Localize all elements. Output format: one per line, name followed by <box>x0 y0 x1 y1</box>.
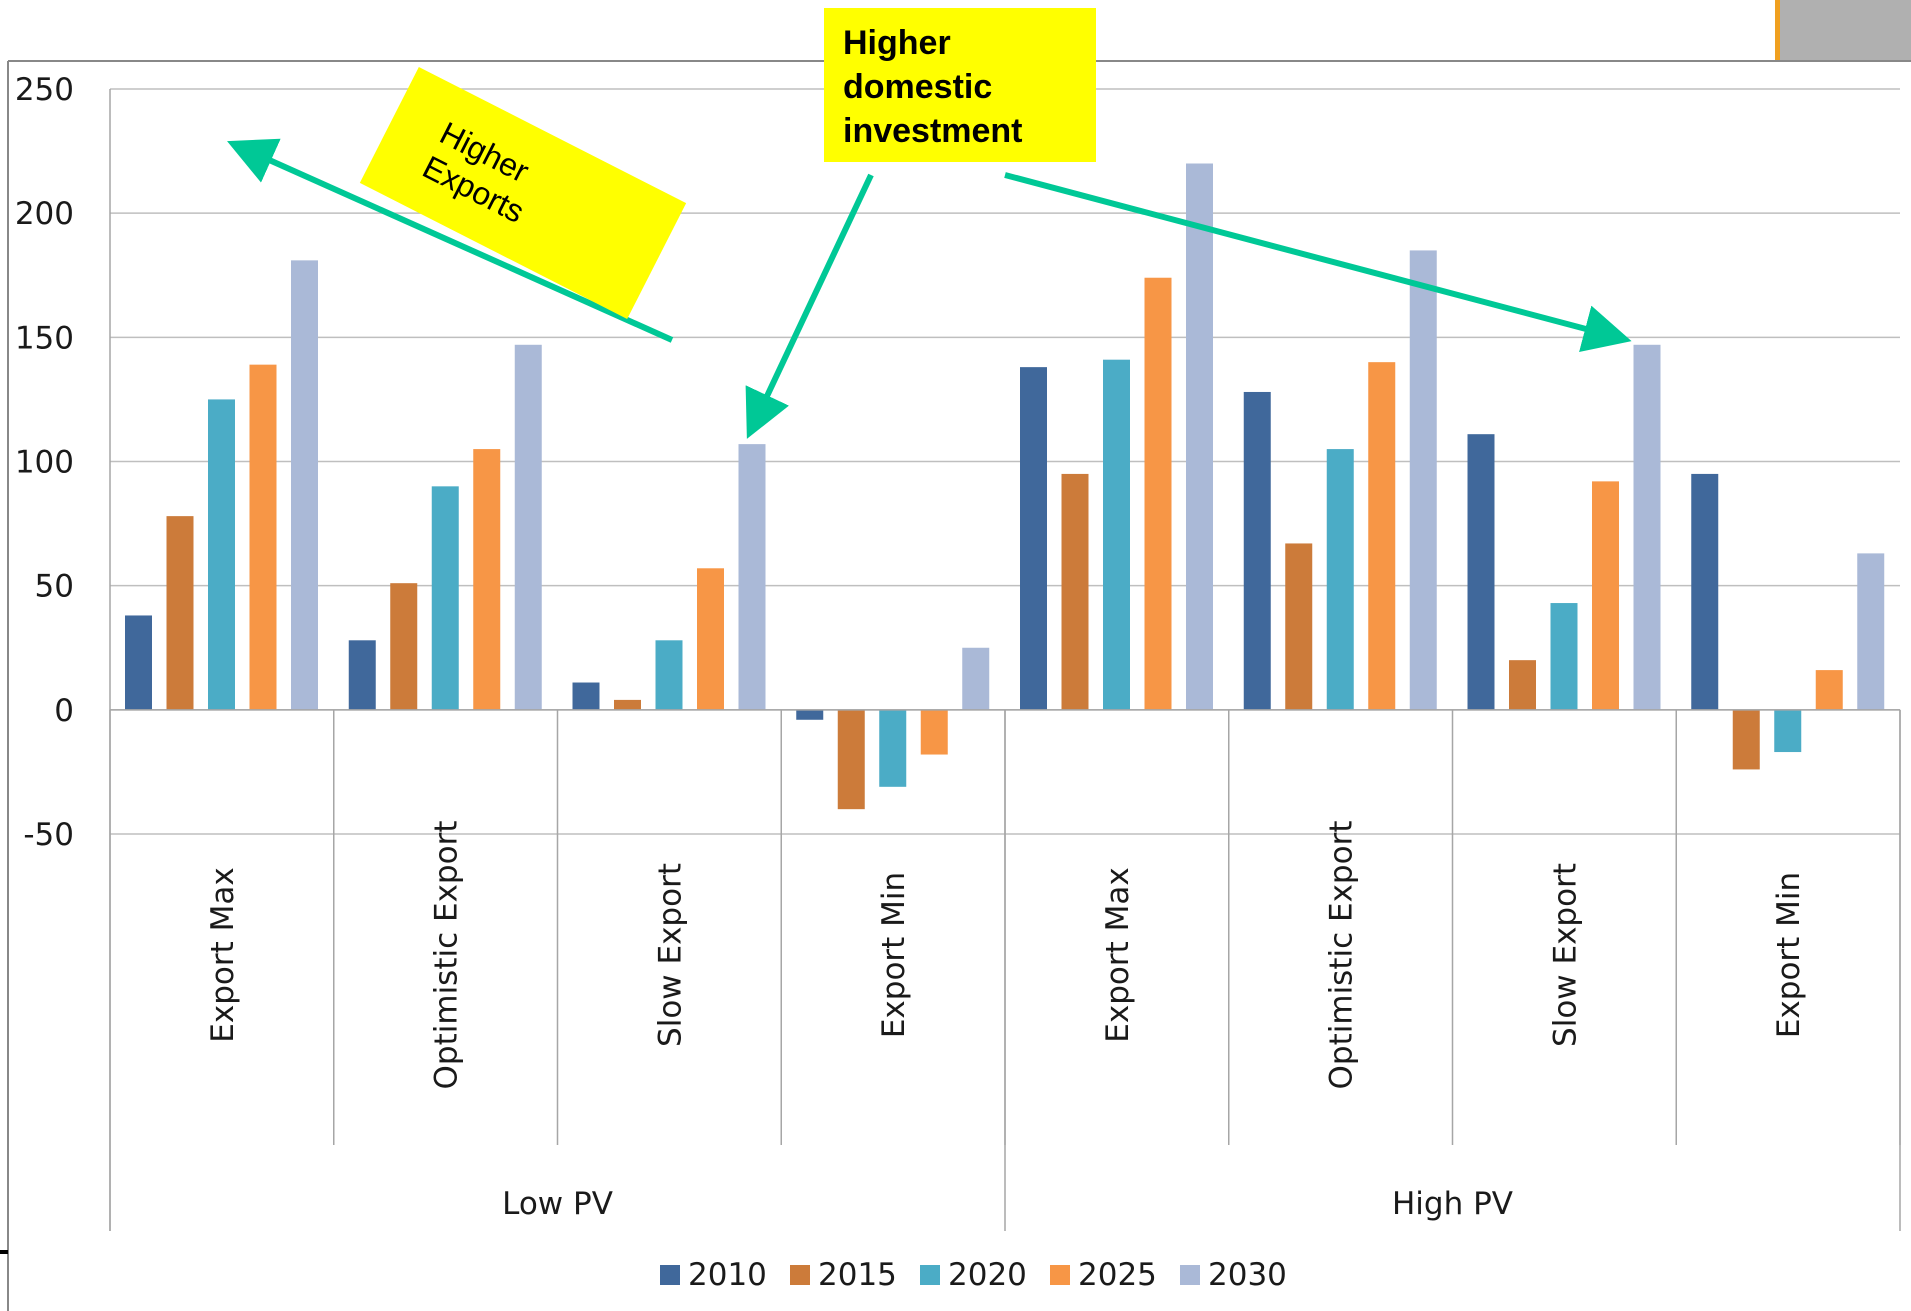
bar-2030 <box>1186 163 1213 710</box>
legend-swatch-2025 <box>1050 1265 1070 1285</box>
bar-2025 <box>1144 277 1172 710</box>
y-tick-label: 250 <box>15 72 74 108</box>
bar-2030 <box>738 444 766 710</box>
bar-2025 <box>920 709 948 755</box>
legend-label: 2020 <box>948 1257 1027 1293</box>
legend-label: 2015 <box>818 1257 897 1293</box>
group-label: High PV <box>1392 1186 1513 1222</box>
legend-swatch-2015 <box>790 1265 810 1285</box>
bar-2010 <box>1467 434 1495 710</box>
axes <box>109 89 1901 1231</box>
legend-label: 2025 <box>1078 1257 1157 1293</box>
category-label: Optimistic Export <box>429 821 465 1090</box>
y-tick-label: -50 <box>23 817 74 853</box>
callout-higher-exports: Higher Exports <box>359 66 687 320</box>
callout-higher-domestic: Higher domestic investment <box>824 8 1096 162</box>
bar-2020 <box>208 399 235 710</box>
bar-2025 <box>1368 362 1396 710</box>
bar-2015 <box>837 709 865 810</box>
category-label: Export Max <box>205 867 241 1042</box>
bar-2020 <box>1550 603 1578 710</box>
legend-label: 2030 <box>1208 1257 1287 1293</box>
bar-2010 <box>796 709 824 720</box>
bar-2015 <box>166 516 194 710</box>
category-label: Export Max <box>1100 867 1136 1042</box>
y-tick-label: 200 <box>15 196 74 232</box>
arrow-higher-exports <box>227 138 674 343</box>
corner-decoration <box>1775 0 1911 60</box>
bar-2010 <box>348 640 376 710</box>
category-label: Optimistic Export <box>1324 821 1360 1090</box>
callout-higher-exports-box <box>359 66 687 320</box>
category-label: Slow Export <box>652 863 688 1047</box>
bar-2030 <box>514 344 542 710</box>
bar-2020 <box>1326 449 1354 710</box>
axis-labels: 250 200 150 100 50 0 -50 Export Max Optimistic E… <box>15 72 1807 1222</box>
bar-2015 <box>1732 709 1760 770</box>
bars <box>125 163 1885 810</box>
legend-swatch-2010 <box>660 1265 680 1285</box>
bar-2030 <box>291 260 318 710</box>
legend-swatch-2030 <box>1180 1265 1200 1285</box>
bar-2025 <box>473 449 501 710</box>
callout-higher-domestic-line3: investment <box>843 112 1023 150</box>
bar-2020 <box>431 486 459 710</box>
group-label: Low PV <box>502 1186 613 1222</box>
arrow-domestic-left <box>745 173 874 439</box>
bar-2015 <box>1285 543 1313 710</box>
bar-2015 <box>390 583 418 710</box>
legend-swatch-2020 <box>920 1265 940 1285</box>
bar-2030 <box>1857 553 1885 710</box>
category-label: Export Min <box>876 872 912 1038</box>
bar-2025 <box>1815 670 1843 710</box>
y-tick-label: 100 <box>15 445 74 481</box>
bar-2020 <box>655 640 683 710</box>
bar-2030 <box>962 647 990 710</box>
arrow-domestic-right <box>1004 172 1632 352</box>
y-tick-label: 50 <box>35 569 74 605</box>
legend-label: 2010 <box>688 1257 767 1293</box>
y-tick-label: 0 <box>54 693 74 729</box>
bar-2020 <box>879 709 907 787</box>
bar-2020 <box>1103 359 1130 710</box>
bar-2025 <box>1592 481 1619 710</box>
category-label: Export Min <box>1771 872 1807 1038</box>
bar-2010 <box>572 682 600 710</box>
bar-2025 <box>249 364 277 710</box>
callout-higher-domestic-line2: domestic <box>843 68 992 106</box>
callout-higher-domestic-box <box>824 8 1096 162</box>
bar-2010 <box>1691 473 1719 710</box>
callout-higher-domestic-line1: Higher <box>843 24 951 62</box>
bar-2015 <box>614 699 641 710</box>
bar-2025 <box>697 568 724 710</box>
bar-2015 <box>1061 473 1089 710</box>
y-tick-label: 150 <box>15 320 74 356</box>
bar-2015 <box>1509 660 1536 710</box>
legend: 2010 2015 2020 2025 2030 <box>660 1257 1287 1293</box>
corner-decoration-accent <box>1775 0 1780 60</box>
bar-2010 <box>1243 391 1271 710</box>
category-label: Slow Export <box>1547 863 1583 1047</box>
bar-2030 <box>1409 250 1437 710</box>
bar-2020 <box>1774 709 1802 753</box>
bar-2010 <box>1020 367 1047 710</box>
bar-2030 <box>1633 344 1661 710</box>
bar-2010 <box>125 615 152 710</box>
